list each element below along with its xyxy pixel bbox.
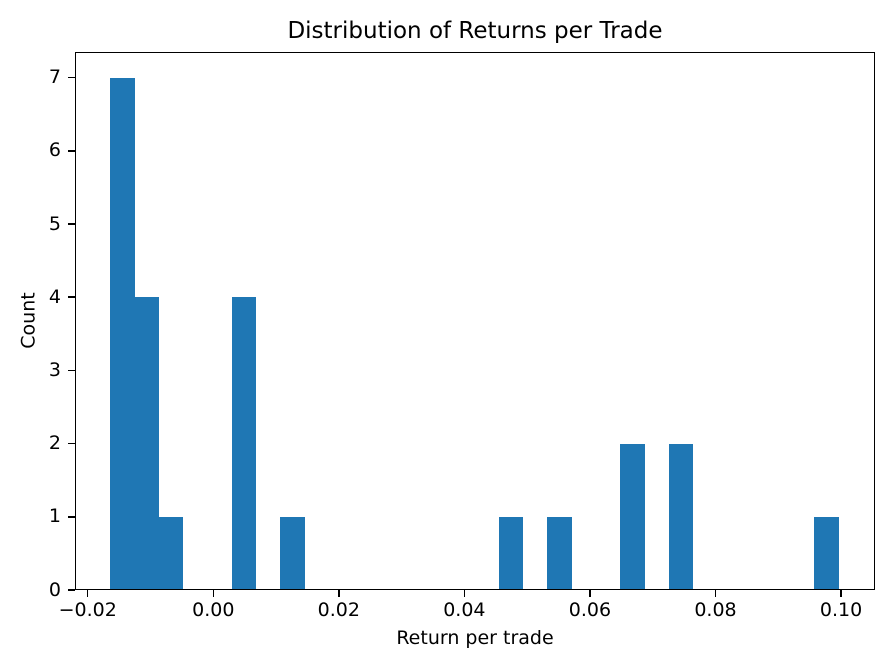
y-tick-mark — [68, 296, 75, 298]
x-tick-label: 0.02 — [317, 599, 360, 621]
y-tick-mark — [68, 223, 75, 225]
chart-title: Distribution of Returns per Trade — [287, 18, 663, 44]
x-tick-label: 0.10 — [819, 599, 863, 621]
y-tick-mark — [68, 369, 75, 372]
histogram-bar — [669, 443, 694, 590]
y-tick-label: 4 — [48, 285, 61, 308]
x-tick-mark — [338, 590, 340, 597]
histogram-bar — [134, 297, 159, 590]
histogram-bar — [231, 297, 256, 590]
histogram-bar — [158, 516, 184, 590]
x-tick-label: −0.02 — [58, 599, 117, 621]
y-tick-label: 6 — [48, 139, 61, 162]
x-tick-mark — [589, 590, 591, 597]
x-tick-label: 0.00 — [192, 599, 235, 621]
y-tick-mark — [68, 150, 75, 152]
histogram-bar — [498, 516, 523, 590]
histogram-bar — [814, 516, 839, 590]
x-tick-mark — [840, 590, 842, 597]
x-axis-title: Return per trade — [396, 627, 554, 649]
x-tick-mark — [86, 590, 89, 597]
histogram-bar — [110, 77, 135, 590]
y-axis-title: Count — [17, 292, 40, 349]
x-tick-label: 0.04 — [443, 599, 486, 621]
x-tick-mark — [714, 590, 717, 597]
y-tick-mark — [68, 589, 75, 591]
y-tick-label: 5 — [48, 212, 61, 235]
histogram-bar — [280, 516, 305, 590]
x-tick-mark — [212, 590, 215, 597]
y-tick-label: 0 — [48, 578, 61, 601]
y-tick-mark — [68, 442, 75, 445]
histogram-bar — [547, 516, 572, 590]
y-tick-label: 3 — [48, 358, 61, 381]
plot-area — [75, 52, 875, 590]
histogram-bar — [620, 443, 645, 590]
y-tick-label: 1 — [48, 505, 61, 528]
y-tick-mark — [68, 516, 75, 518]
y-tick-mark — [68, 76, 75, 79]
x-tick-mark — [463, 590, 466, 597]
y-tick-label: 2 — [48, 432, 61, 455]
x-tick-label: 0.06 — [568, 599, 612, 621]
x-tick-label: 0.08 — [694, 599, 737, 621]
y-tick-label: 7 — [48, 66, 61, 89]
